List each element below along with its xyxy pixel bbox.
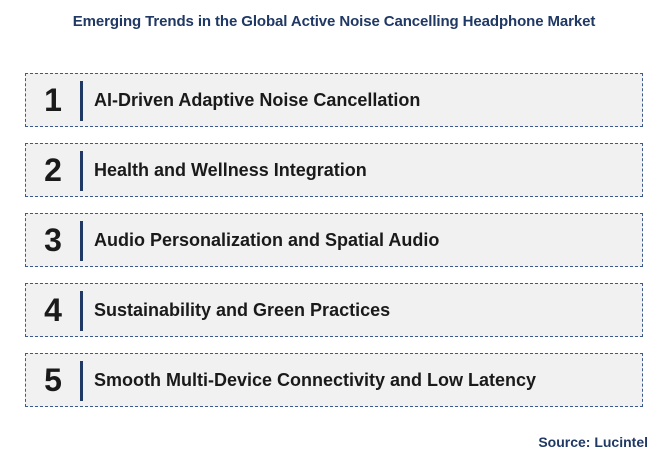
page-title: Emerging Trends in the Global Active Noi… [72,13,596,30]
trend-item-5: 5 Smooth Multi-Device Connectivity and L… [25,353,643,407]
trend-divider [80,151,83,191]
trend-item-1: 1 AI-Driven Adaptive Noise Cancellation [25,73,643,127]
trend-divider [80,361,83,401]
trend-number: 2 [44,151,62,188]
trend-label: Health and Wellness Integration [94,159,367,180]
trend-item-2: 2 Health and Wellness Integration [25,143,643,197]
trend-number: 1 [44,81,62,118]
trend-number: 4 [44,291,62,328]
trend-divider [80,291,83,331]
trend-label: Smooth Multi-Device Connectivity and Low… [94,369,537,390]
trend-label: Sustainability and Green Practices [94,299,391,320]
trend-divider [80,81,83,121]
trend-list: 1 AI-Driven Adaptive Noise Cancellation … [25,73,643,407]
trend-number: 3 [44,221,62,258]
trend-number: 5 [44,361,62,398]
trend-item-4: 4 Sustainability and Green Practices [25,283,643,337]
trend-item-3: 3 Audio Personalization and Spatial Audi… [25,213,643,267]
trend-divider [80,221,83,261]
trend-label: AI-Driven Adaptive Noise Cancellation [94,89,421,110]
source-credit: Source: Lucintel [538,434,648,450]
trend-label: Audio Personalization and Spatial Audio [94,229,440,250]
